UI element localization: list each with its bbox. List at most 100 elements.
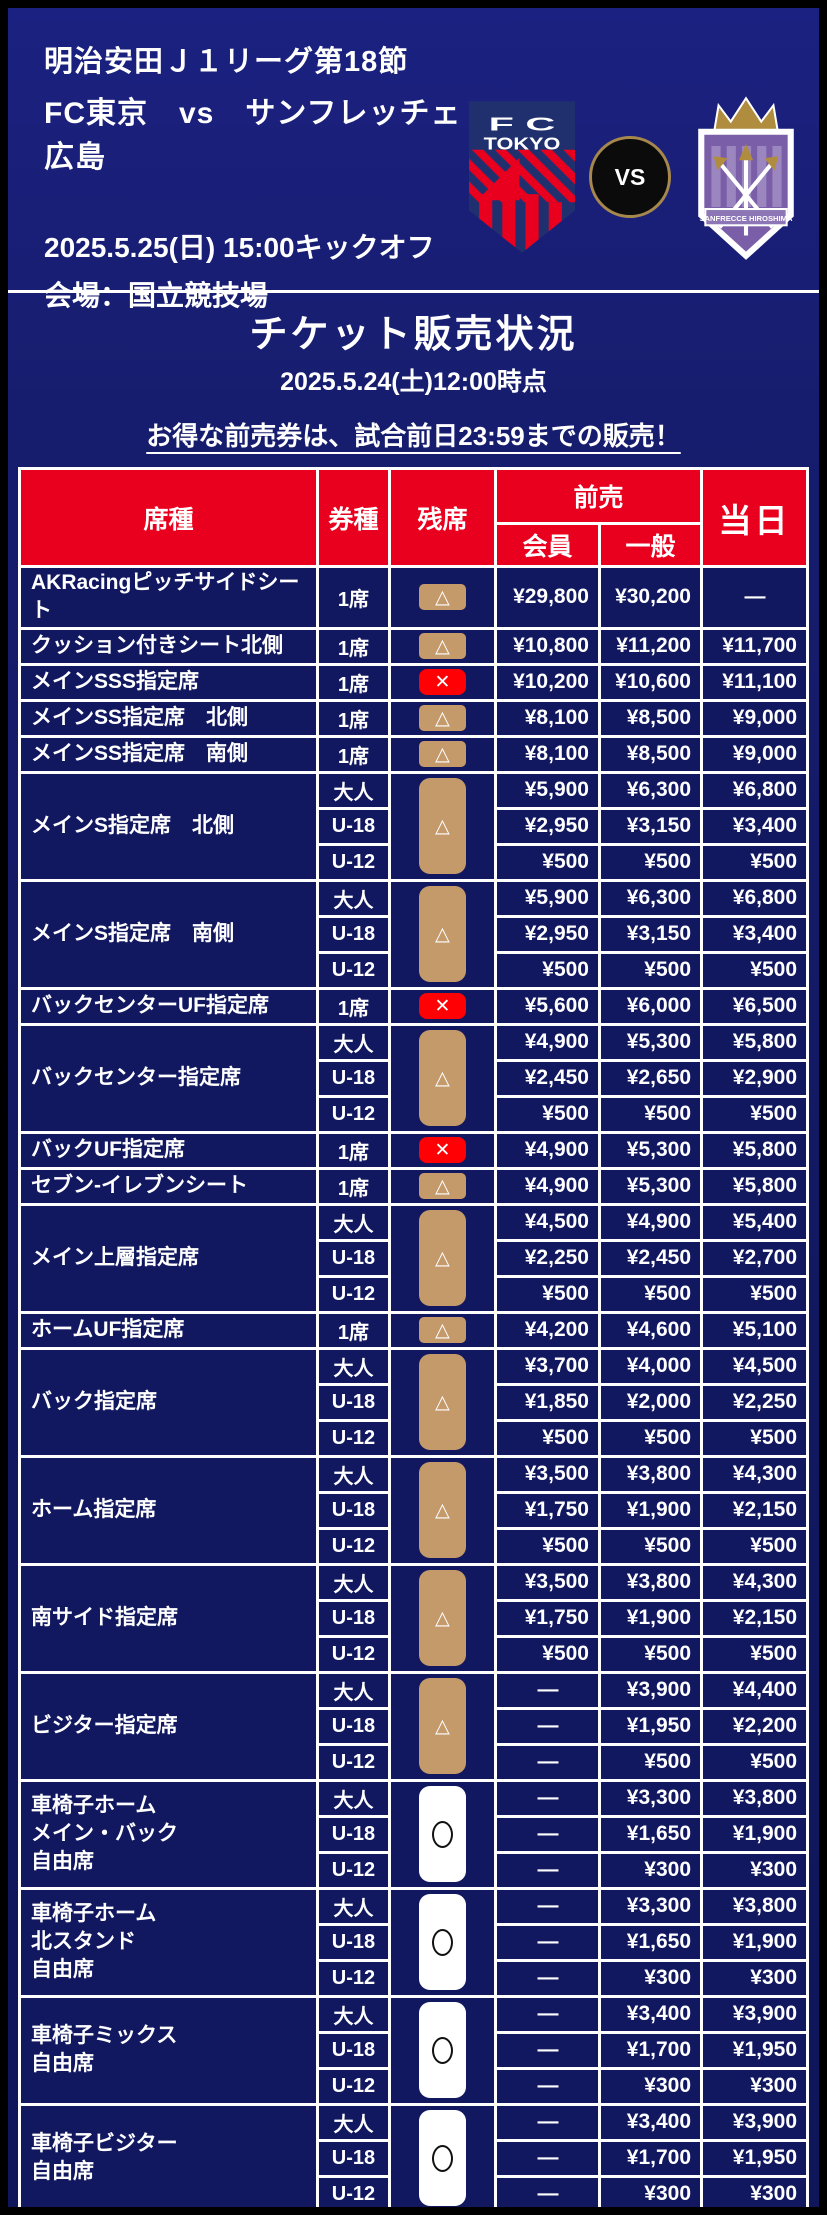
matchup-title: FC東京 vs サンフレッチェ広島 <box>44 97 462 174</box>
kickoff-info: 2025.5.25(日) 15:00キックオフ <box>44 232 435 263</box>
title-block: チケット販売状況 2025.5.24(土)12:00時点 お得な前売券は、試合前… <box>8 303 819 467</box>
price-member: ― <box>493 1706 601 1746</box>
price-member: ― <box>493 1922 601 1962</box>
seat-name: 車椅子ミックス 自由席 <box>17 1994 319 2106</box>
price-general: ¥3,400 <box>597 1994 704 2034</box>
ticket-type-cell: U-18 <box>315 2030 391 2070</box>
price-sameday: ― <box>700 565 809 630</box>
price-general: ¥500 <box>597 1742 704 1782</box>
price-sameday: ¥6,500 <box>700 986 809 1026</box>
stock-cell: △ <box>387 1022 497 1134</box>
price-member: ¥2,450 <box>493 1058 601 1098</box>
ticket-type-cell: U-18 <box>315 1814 391 1854</box>
table-row: クッション付きシート北側 1席 △ ¥10,800 ¥11,200 ¥11,700 <box>17 626 809 666</box>
col-header-sameday: 当日 <box>700 467 809 568</box>
price-general: ¥6,300 <box>597 770 704 810</box>
price-general: ¥300 <box>597 2066 704 2106</box>
ticket-type-cell: 大人 <box>315 1886 391 1926</box>
table-row: メインS指定席 北側 大人 △ ¥5,900 ¥6,300 ¥6,800 <box>17 770 809 882</box>
ticket-type-cell: 1席 <box>315 986 391 1026</box>
table-row: U-18 ¥2,450 ¥2,650 ¥2,900 <box>19 1058 809 1098</box>
ticket-type-cell: U-12 <box>315 950 391 990</box>
fc-tokyo-crest-icon: F C TOKYO <box>469 101 575 253</box>
venue-info: 会場：国立競技場 <box>44 280 269 311</box>
table-row: U-18 ― ¥1,650 ¥1,900 <box>19 1814 809 1854</box>
seat-name: ホームUF指定席 <box>17 1310 319 1350</box>
table-row: 車椅子ビジター 自由席 大人 ― ¥3,400 ¥3,900 <box>17 2102 809 2207</box>
price-general: ¥4,900 <box>597 1202 704 1242</box>
price-member: ¥4,900 <box>493 1130 601 1170</box>
price-sameday: ¥2,700 <box>700 1238 809 1278</box>
seat-name: メイン上層指定席 <box>17 1202 319 1314</box>
price-sameday: ¥11,100 <box>700 662 809 702</box>
ticket-type-cell: U-12 <box>315 1958 391 1998</box>
price-member: ¥500 <box>493 1274 601 1314</box>
table-row: U-18 ― ¥1,950 ¥2,200 <box>19 1706 809 1746</box>
price-general: ¥3,800 <box>597 1454 704 1494</box>
ticket-type-cell: U-12 <box>315 1850 391 1890</box>
stock-cell: △ <box>387 878 497 990</box>
ticket-type-cell: U-18 <box>315 1238 391 1278</box>
sales-status-title: チケット販売状況 <box>249 314 578 356</box>
stock-cell <box>387 2102 497 2207</box>
price-sameday: ¥3,900 <box>700 1994 809 2034</box>
ticket-type-cell: 大人 <box>315 2102 391 2142</box>
ticket-info-page: 明治安田Ｊ１リーグ第18節 FC東京 vs サンフレッチェ広島 2025.5.2… <box>8 8 819 2207</box>
price-general: ¥300 <box>597 2174 704 2207</box>
price-general: ¥4,600 <box>597 1310 704 1350</box>
table-row: U-18 ¥2,950 ¥3,150 ¥3,400 <box>19 914 809 954</box>
price-member: ¥500 <box>493 842 601 882</box>
price-general: ¥6,000 <box>597 986 704 1026</box>
club-logos: F C TOKYO VS <box>469 64 807 290</box>
price-general: ¥1,700 <box>597 2030 704 2070</box>
price-general: ¥3,300 <box>597 1886 704 1926</box>
price-general: ¥8,500 <box>597 734 704 774</box>
price-general: ¥3,300 <box>597 1778 704 1818</box>
ticket-type-cell: 大人 <box>315 770 391 810</box>
table-row: U-18 ¥2,950 ¥3,150 ¥3,400 <box>19 806 809 846</box>
price-general: ¥300 <box>597 1850 704 1890</box>
ticket-type-cell: U-18 <box>315 1706 391 1746</box>
price-member: ¥5,900 <box>493 878 601 918</box>
price-sameday: ¥6,800 <box>700 770 809 810</box>
table-row: U-12 ¥500 ¥500 ¥500 <box>19 1526 809 1566</box>
price-sameday: ¥300 <box>700 1850 809 1890</box>
availability-few-icon: △ <box>418 633 466 660</box>
table-row: U-18 ¥1,850 ¥2,000 ¥2,250 <box>19 1382 809 1422</box>
price-sameday: ¥500 <box>700 1634 809 1674</box>
stock-cell <box>387 1994 497 2106</box>
price-general: ¥8,500 <box>597 698 704 738</box>
price-sameday: ¥500 <box>700 950 809 990</box>
svg-text:F C: F C <box>489 115 556 135</box>
table-row: ホーム指定席 大人 △ ¥3,500 ¥3,800 ¥4,300 <box>17 1454 809 1566</box>
price-member: ― <box>493 1886 601 1926</box>
price-general: ¥1,700 <box>597 2138 704 2178</box>
price-member: ― <box>493 1670 601 1710</box>
price-member: ¥10,200 <box>493 662 601 702</box>
price-sameday: ¥5,400 <box>700 1202 809 1242</box>
table-row: 南サイド指定席 大人 △ ¥3,500 ¥3,800 ¥4,300 <box>17 1562 809 1674</box>
price-member: ¥4,200 <box>493 1310 601 1350</box>
ticket-type-cell: U-18 <box>315 1058 391 1098</box>
ticket-type-cell: 大人 <box>315 1202 391 1242</box>
table-row: ホームUF指定席 1席 △ ¥4,200 ¥4,600 ¥5,100 <box>17 1310 809 1350</box>
seat-name: ビジター指定席 <box>17 1670 319 1782</box>
table-row: メインSSS指定席 1席 ✕ ¥10,200 ¥10,600 ¥11,100 <box>17 662 809 702</box>
price-general: ¥4,000 <box>597 1346 704 1386</box>
availability-few-icon: △ <box>418 1210 466 1307</box>
price-member: ¥10,800 <box>493 626 601 666</box>
price-member: ¥1,750 <box>493 1598 601 1638</box>
stock-cell: ✕ <box>387 662 497 702</box>
seat-name: 車椅子ホーム メイン・バック 自由席 <box>17 1778 319 1890</box>
availability-few-icon: △ <box>418 1570 466 1667</box>
price-general: ¥300 <box>597 1958 704 1998</box>
svg-text:SANFRECCE HIROSHIMA: SANFRECCE HIROSHIMA <box>699 214 793 223</box>
table-row: U-12 ¥500 ¥500 ¥500 <box>19 950 809 990</box>
price-sameday: ¥500 <box>700 1274 809 1314</box>
availability-few-icon: △ <box>418 1354 466 1451</box>
seat-name: ホーム指定席 <box>17 1454 319 1566</box>
price-general: ¥6,300 <box>597 878 704 918</box>
stock-cell: △ <box>387 1166 497 1206</box>
stock-cell: ✕ <box>387 1130 497 1170</box>
ticket-type-cell: U-12 <box>315 842 391 882</box>
